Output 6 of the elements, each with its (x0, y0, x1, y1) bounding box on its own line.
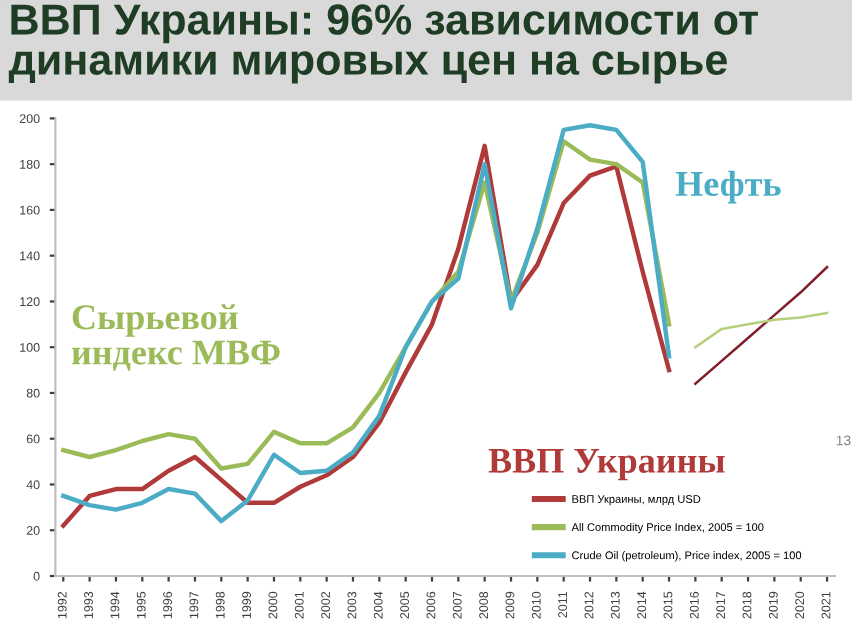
line-series (694, 311, 829, 349)
chart-title: ВВП Украины: 96% зависимости от динамики мировых цен на сырье (8, 4, 758, 84)
annotation: ВВП Украины (488, 448, 725, 481)
annotation: Сырьевой индекс МВФ (71, 304, 280, 371)
annotation: Нефть (675, 170, 781, 204)
line-series (694, 265, 829, 386)
